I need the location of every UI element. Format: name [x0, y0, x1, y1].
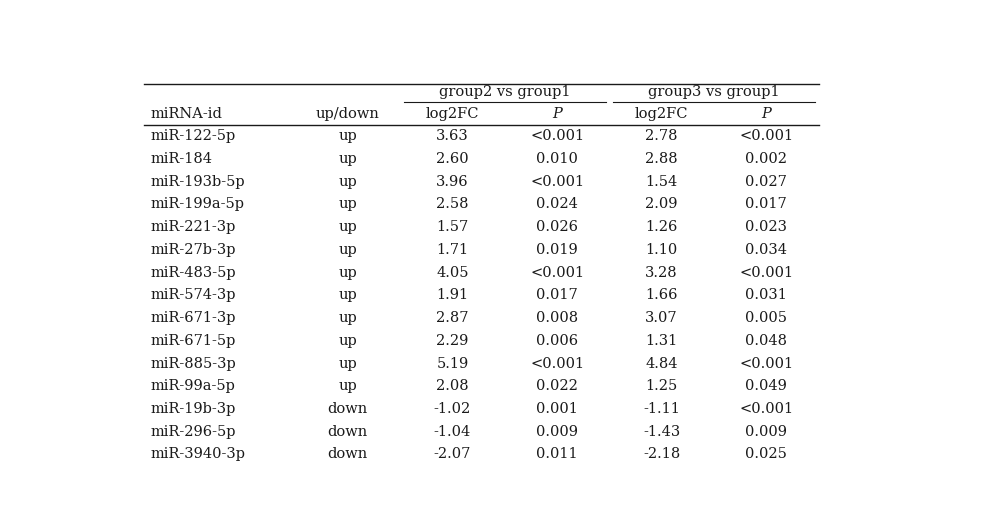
Text: up: up [338, 129, 357, 143]
Text: 0.017: 0.017 [745, 198, 787, 211]
Text: 0.001: 0.001 [536, 402, 578, 416]
Text: down: down [328, 402, 368, 416]
Text: <0.001: <0.001 [739, 266, 793, 280]
Text: 0.048: 0.048 [745, 334, 787, 348]
Text: 1.71: 1.71 [436, 243, 468, 257]
Text: up: up [338, 288, 357, 302]
Text: 1.10: 1.10 [646, 243, 678, 257]
Text: <0.001: <0.001 [739, 357, 793, 370]
Text: 2.08: 2.08 [436, 379, 469, 393]
Text: -2.07: -2.07 [434, 447, 471, 462]
Text: <0.001: <0.001 [530, 175, 584, 189]
Text: -2.18: -2.18 [643, 447, 680, 462]
Text: miR-671-3p: miR-671-3p [151, 311, 236, 325]
Text: P: P [761, 106, 771, 121]
Text: <0.001: <0.001 [739, 129, 793, 143]
Text: 2.58: 2.58 [436, 198, 469, 211]
Text: up: up [338, 243, 357, 257]
Text: 0.005: 0.005 [745, 311, 787, 325]
Text: down: down [328, 425, 368, 438]
Text: 3.28: 3.28 [645, 266, 678, 280]
Text: miR-3940-3p: miR-3940-3p [151, 447, 246, 462]
Text: 4.05: 4.05 [436, 266, 469, 280]
Text: miR-99a-5p: miR-99a-5p [151, 379, 235, 393]
Text: 0.017: 0.017 [536, 288, 578, 302]
Text: group2 vs group1: group2 vs group1 [439, 85, 570, 99]
Text: 1.66: 1.66 [645, 288, 678, 302]
Text: down: down [328, 447, 368, 462]
Text: -1.43: -1.43 [643, 425, 680, 438]
Text: log2FC: log2FC [635, 106, 688, 121]
Text: miR-193b-5p: miR-193b-5p [151, 175, 245, 189]
Text: up: up [338, 357, 357, 370]
Text: up: up [338, 311, 357, 325]
Text: miR-19b-3p: miR-19b-3p [151, 402, 236, 416]
Text: 1.25: 1.25 [646, 379, 678, 393]
Text: 5.19: 5.19 [436, 357, 469, 370]
Text: <0.001: <0.001 [530, 129, 584, 143]
Text: 4.84: 4.84 [645, 357, 678, 370]
Text: 1.26: 1.26 [646, 220, 678, 234]
Text: 0.009: 0.009 [536, 425, 578, 438]
Text: 0.022: 0.022 [536, 379, 578, 393]
Text: miR-885-3p: miR-885-3p [151, 357, 236, 370]
Text: 0.019: 0.019 [536, 243, 578, 257]
Text: -1.02: -1.02 [434, 402, 471, 416]
Text: up: up [338, 379, 357, 393]
Text: 2.60: 2.60 [436, 152, 469, 166]
Text: 3.63: 3.63 [436, 129, 469, 143]
Text: 0.008: 0.008 [536, 311, 578, 325]
Text: 0.034: 0.034 [745, 243, 787, 257]
Text: 0.010: 0.010 [536, 152, 578, 166]
Text: miR-296-5p: miR-296-5p [151, 425, 236, 438]
Text: 0.009: 0.009 [745, 425, 787, 438]
Text: 2.78: 2.78 [645, 129, 678, 143]
Text: 2.88: 2.88 [645, 152, 678, 166]
Text: up: up [338, 266, 357, 280]
Text: miR-483-5p: miR-483-5p [151, 266, 236, 280]
Text: <0.001: <0.001 [739, 402, 793, 416]
Text: 2.09: 2.09 [645, 198, 678, 211]
Text: 1.54: 1.54 [646, 175, 678, 189]
Text: group3 vs group1: group3 vs group1 [648, 85, 780, 99]
Text: miR-27b-3p: miR-27b-3p [151, 243, 236, 257]
Text: 0.024: 0.024 [536, 198, 578, 211]
Text: up: up [338, 198, 357, 211]
Text: up: up [338, 152, 357, 166]
Text: 3.96: 3.96 [436, 175, 469, 189]
Text: -1.04: -1.04 [434, 425, 471, 438]
Text: 0.002: 0.002 [745, 152, 787, 166]
Text: up: up [338, 175, 357, 189]
Text: 0.026: 0.026 [536, 220, 578, 234]
Text: miRNA-id: miRNA-id [151, 106, 222, 121]
Text: 0.025: 0.025 [745, 447, 787, 462]
Text: miR-671-5p: miR-671-5p [151, 334, 236, 348]
Text: miR-184: miR-184 [151, 152, 213, 166]
Text: 0.011: 0.011 [536, 447, 578, 462]
Text: up: up [338, 334, 357, 348]
Text: 1.31: 1.31 [646, 334, 678, 348]
Text: miR-574-3p: miR-574-3p [151, 288, 236, 302]
Text: miR-122-5p: miR-122-5p [151, 129, 236, 143]
Text: 0.006: 0.006 [536, 334, 578, 348]
Text: 2.87: 2.87 [436, 311, 469, 325]
Text: -1.11: -1.11 [643, 402, 680, 416]
Text: <0.001: <0.001 [530, 266, 584, 280]
Text: up/down: up/down [316, 106, 380, 121]
Text: 2.29: 2.29 [436, 334, 469, 348]
Text: 0.023: 0.023 [745, 220, 787, 234]
Text: 0.031: 0.031 [745, 288, 787, 302]
Text: 0.027: 0.027 [745, 175, 787, 189]
Text: <0.001: <0.001 [530, 357, 584, 370]
Text: miR-199a-5p: miR-199a-5p [151, 198, 245, 211]
Text: up: up [338, 220, 357, 234]
Text: log2FC: log2FC [426, 106, 479, 121]
Text: P: P [552, 106, 562, 121]
Text: 1.91: 1.91 [436, 288, 468, 302]
Text: 0.049: 0.049 [745, 379, 787, 393]
Text: miR-221-3p: miR-221-3p [151, 220, 236, 234]
Text: 1.57: 1.57 [436, 220, 469, 234]
Text: 3.07: 3.07 [645, 311, 678, 325]
